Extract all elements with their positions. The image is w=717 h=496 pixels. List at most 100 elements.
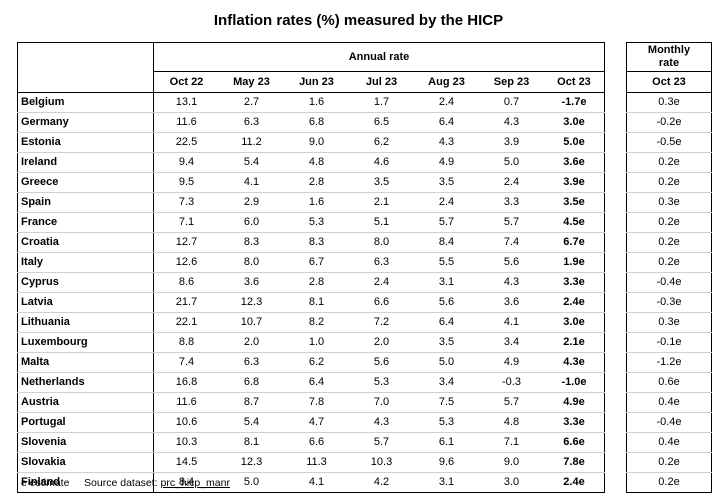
- annual-rate-header: Annual rate: [153, 42, 605, 72]
- value-cell-oct23: 1.9e: [544, 252, 605, 273]
- monthly-row: 0.2e: [626, 252, 712, 273]
- table-row: Belgium 13.1 2.7 1.6 1.7 2.4 0.7 -1.7e: [17, 92, 605, 113]
- country-name: Belgium: [17, 92, 154, 113]
- value-cell: 6.3: [219, 352, 284, 373]
- value-cell: 21.7: [153, 292, 219, 313]
- value-cell: 7.1: [153, 212, 219, 233]
- monthly-header-line1: Monthly: [647, 44, 691, 56]
- table-row: Croatia 12.7 8.3 8.3 8.0 8.4 7.4 6.7e: [17, 232, 605, 253]
- value-cell: 4.3: [479, 112, 544, 133]
- value-cell: 2.9: [219, 192, 284, 213]
- country-name: Croatia: [17, 232, 154, 253]
- value-cell: 7.4: [479, 232, 544, 253]
- monthly-row: 0.3e: [626, 92, 712, 113]
- value-cell: 5.6: [349, 352, 414, 373]
- monthly-value-cell: -0.4e: [626, 272, 712, 293]
- value-cell: 9.5: [153, 172, 219, 193]
- value-cell: 4.1: [479, 312, 544, 333]
- value-cell: 12.7: [153, 232, 219, 253]
- value-cell: 5.4: [219, 412, 284, 433]
- value-cell: 0.7: [479, 92, 544, 113]
- value-cell: 5.7: [479, 212, 544, 233]
- value-cell: 8.1: [284, 292, 349, 313]
- table-row: France 7.1 6.0 5.3 5.1 5.7 5.7 4.5e: [17, 212, 605, 233]
- value-cell: 4.3: [349, 412, 414, 433]
- value-cell-oct23: 2.4e: [544, 472, 605, 493]
- value-cell: 5.6: [479, 252, 544, 273]
- monthly-value-cell: -0.1e: [626, 332, 712, 353]
- table-row: Slovakia 14.5 12.3 11.3 10.3 9.6 9.0 7.8e: [17, 452, 605, 473]
- value-cell: 6.7: [284, 252, 349, 273]
- value-cell: 2.4: [479, 172, 544, 193]
- table-title: Inflation rates (%) measured by the HICP: [213, 12, 504, 29]
- value-cell: 10.6: [153, 412, 219, 433]
- footnote-estimate: e estimate: [21, 477, 70, 489]
- value-cell: 5.6: [414, 292, 479, 313]
- value-cell: 4.8: [284, 152, 349, 173]
- value-cell: 2.4: [414, 92, 479, 113]
- value-cell: 6.4: [284, 372, 349, 393]
- column-header: Oct 22: [153, 71, 219, 93]
- country-name: Estonia: [17, 132, 154, 153]
- value-cell: 7.4: [153, 352, 219, 373]
- value-cell: 3.1: [414, 272, 479, 293]
- value-cell: 6.3: [219, 112, 284, 133]
- monthly-value-cell: 0.2e: [626, 232, 712, 253]
- monthly-header-line2: rate: [658, 57, 680, 69]
- country-name: Lithuania: [17, 312, 154, 333]
- value-cell: 7.5: [414, 392, 479, 413]
- value-cell: 16.8: [153, 372, 219, 393]
- value-cell: 2.8: [284, 172, 349, 193]
- column-header: Jun 23: [284, 71, 349, 93]
- country-name: Spain: [17, 192, 154, 213]
- column-header: May 23: [219, 71, 284, 93]
- monthly-row: 0.3e: [626, 192, 712, 213]
- monthly-row: 0.2e: [626, 472, 712, 493]
- value-cell: 5.7: [414, 212, 479, 233]
- value-cell: 4.9: [414, 152, 479, 173]
- value-cell: 1.0: [284, 332, 349, 353]
- value-cell-oct23: 4.3e: [544, 352, 605, 373]
- monthly-row: 0.6e: [626, 372, 712, 393]
- value-cell-oct23: 3.3e: [544, 412, 605, 433]
- column-header: Sep 23: [479, 71, 544, 93]
- value-cell: 1.6: [284, 192, 349, 213]
- value-cell: 11.6: [153, 392, 219, 413]
- monthly-value-cell: 0.4e: [626, 392, 712, 413]
- value-cell: 5.0: [479, 152, 544, 173]
- value-cell: 5.0: [414, 352, 479, 373]
- monthly-row: -1.2e: [626, 352, 712, 373]
- value-cell: 12.3: [219, 292, 284, 313]
- monthly-value-cell: -0.4e: [626, 412, 712, 433]
- source-dataset-link[interactable]: prc_hicp_manr: [160, 477, 230, 489]
- monthly-value-cell: 0.2e: [626, 172, 712, 193]
- monthly-row: -0.2e: [626, 112, 712, 133]
- value-cell: 6.1: [414, 432, 479, 453]
- value-cell: 2.4: [349, 272, 414, 293]
- value-cell: 5.7: [349, 432, 414, 453]
- monthly-row: 0.2e: [626, 172, 712, 193]
- value-cell: 3.5: [414, 332, 479, 353]
- monthly-row: -0.4e: [626, 272, 712, 293]
- table-row: Italy 12.6 8.0 6.7 6.3 5.5 5.6 1.9e: [17, 252, 605, 273]
- value-cell: 2.0: [219, 332, 284, 353]
- value-cell: 6.2: [284, 352, 349, 373]
- value-cell: 7.2: [349, 312, 414, 333]
- value-cell: 5.1: [349, 212, 414, 233]
- value-cell-oct23: 3.0e: [544, 112, 605, 133]
- monthly-value-cell: 0.2e: [626, 472, 712, 493]
- value-cell: 3.1: [414, 472, 479, 493]
- value-cell: 2.8: [284, 272, 349, 293]
- value-cell: 8.1: [219, 432, 284, 453]
- value-cell: 8.7: [219, 392, 284, 413]
- monthly-value-cell: -1.2e: [626, 352, 712, 373]
- value-cell-oct23: 3.5e: [544, 192, 605, 213]
- monthly-row: -0.3e: [626, 292, 712, 313]
- value-cell: 3.4: [479, 332, 544, 353]
- value-cell: 5.0: [219, 472, 284, 493]
- value-cell: 6.4: [414, 312, 479, 333]
- value-cell: 9.6: [414, 452, 479, 473]
- table-row: Slovenia 10.3 8.1 6.6 5.7 6.1 7.1 6.6e: [17, 432, 605, 453]
- table-row: Cyprus 8.6 3.6 2.8 2.4 3.1 4.3 3.3e: [17, 272, 605, 293]
- value-cell-oct23: 4.9e: [544, 392, 605, 413]
